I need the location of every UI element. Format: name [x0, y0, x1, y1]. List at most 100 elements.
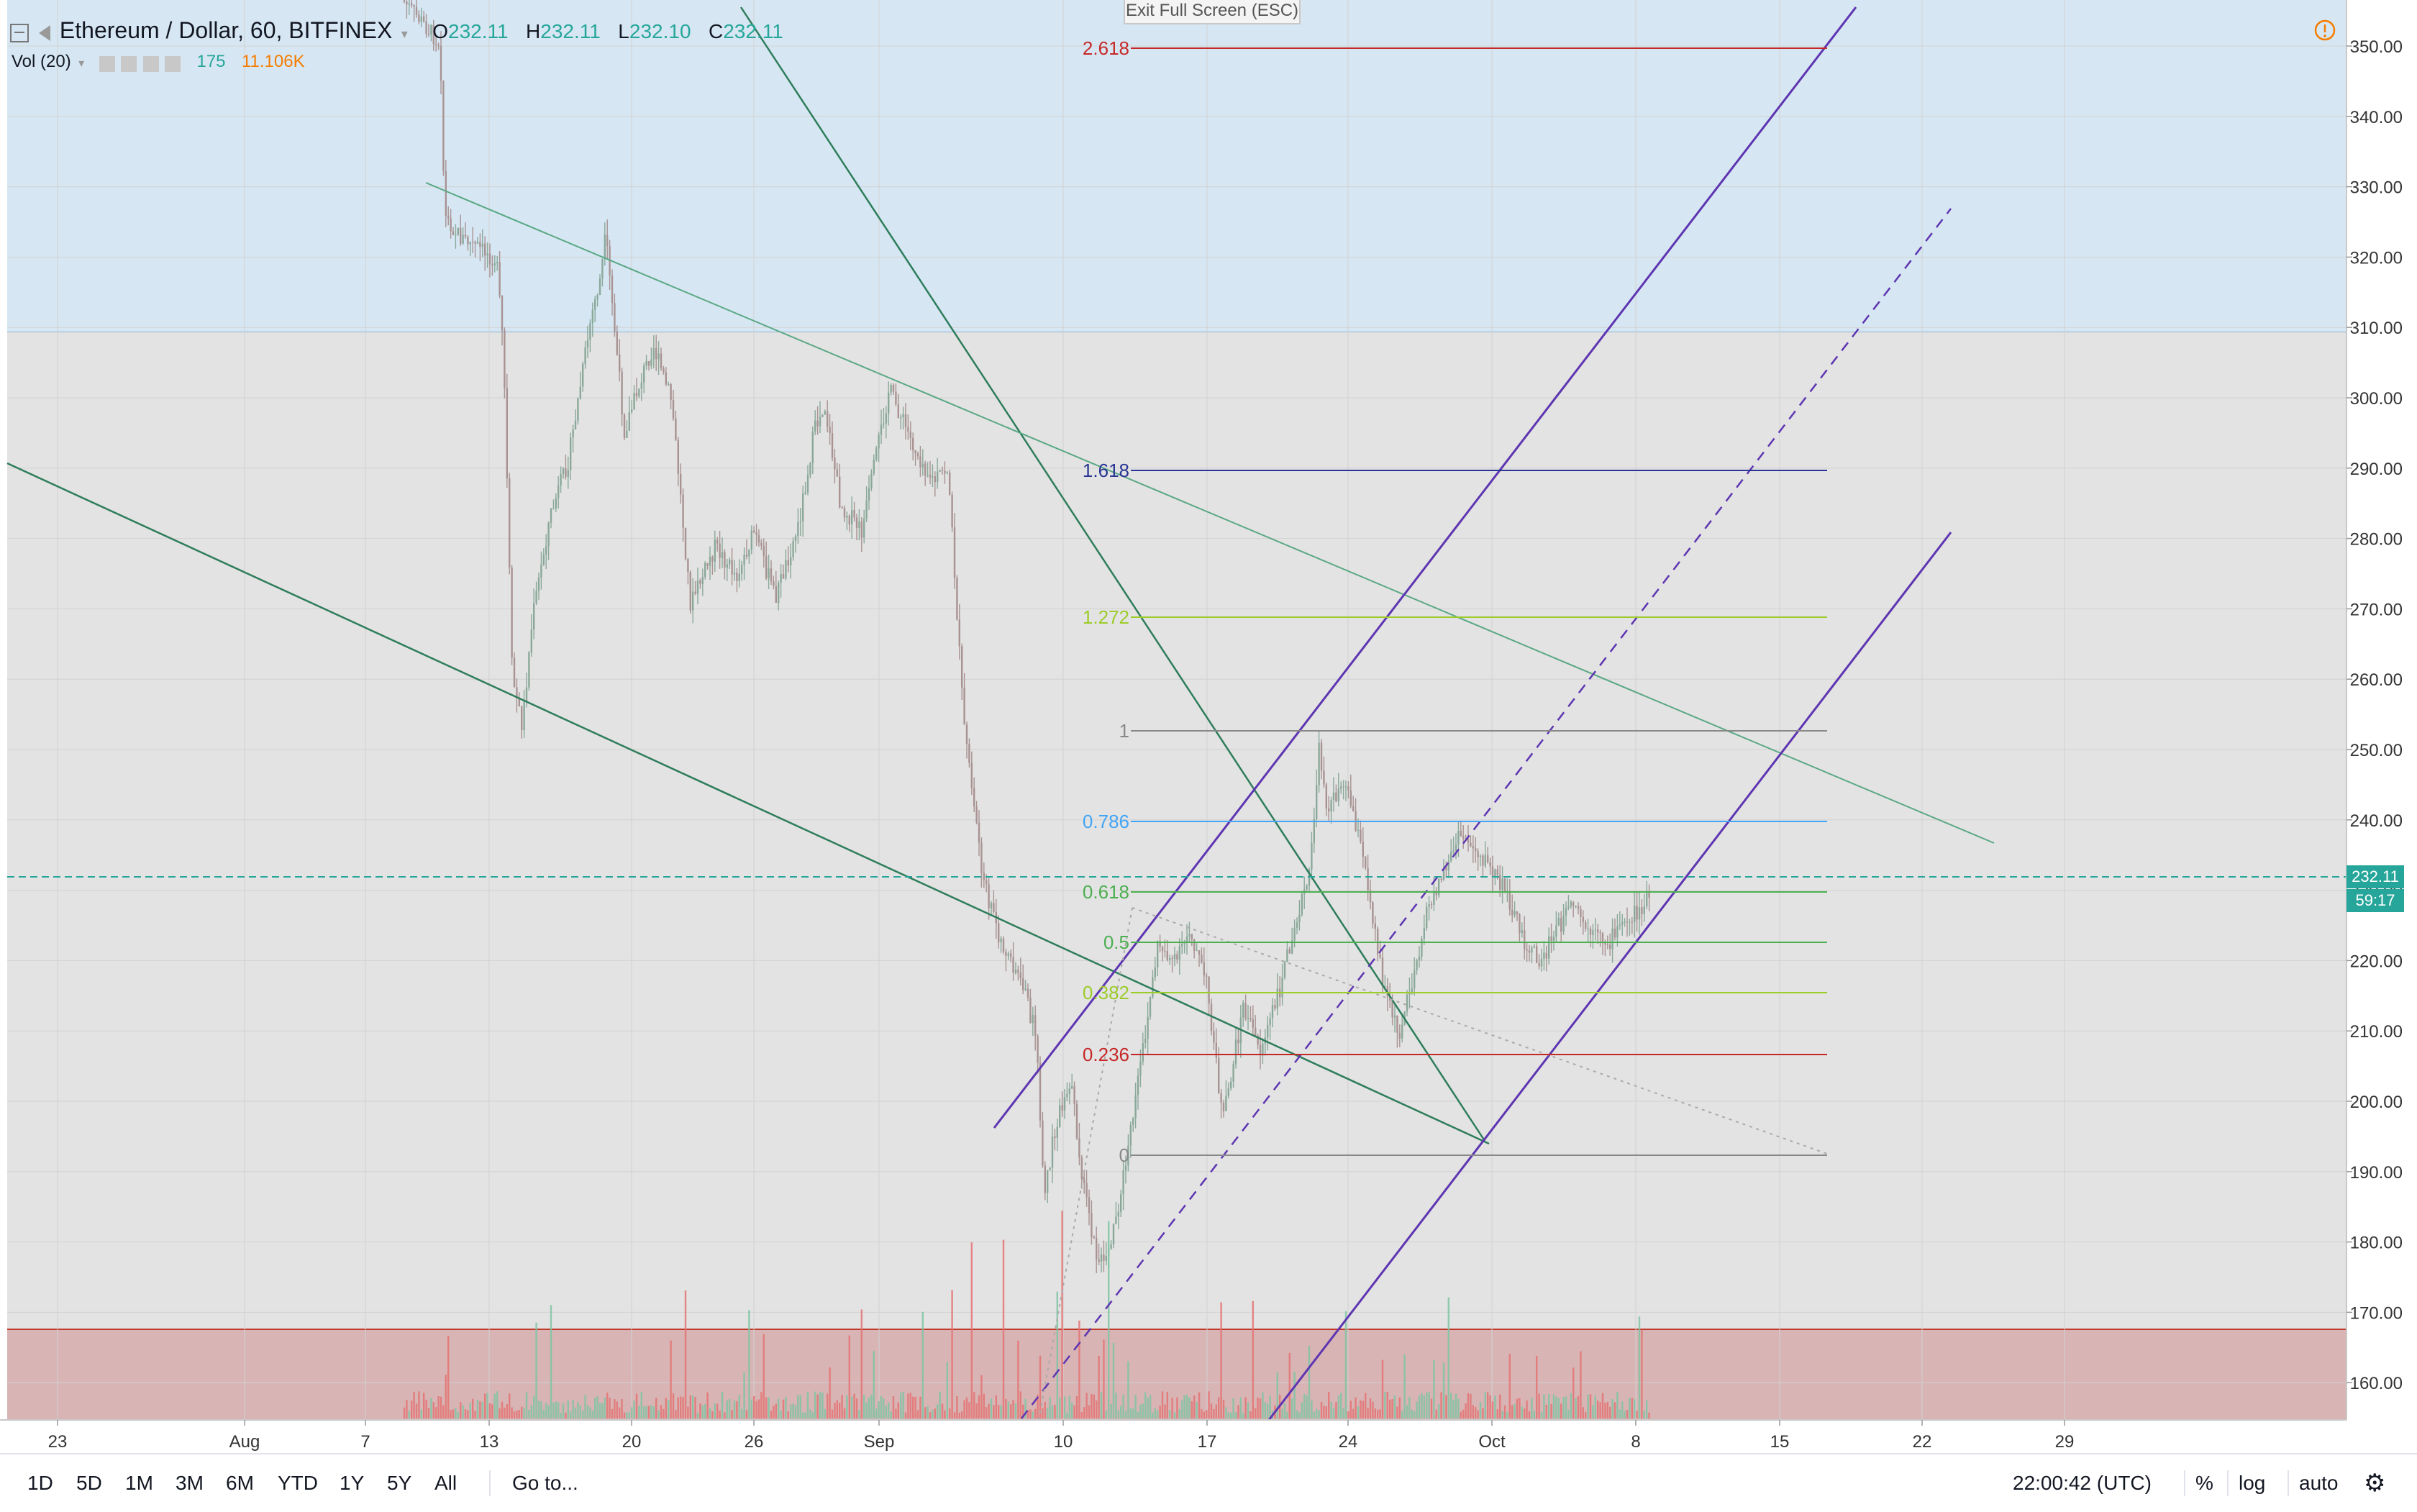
fib-level-label: 0.618: [1083, 881, 1129, 903]
ohlc-low-value: 232.10: [629, 20, 691, 42]
trend-lines: [6, 6, 1995, 1421]
volume-label[interactable]: Vol (20): [12, 52, 71, 71]
symbol-dropdown-icon[interactable]: ▾: [401, 27, 408, 41]
ohlc-high-value: 232.11: [540, 20, 601, 42]
price-tick-label: 260.00: [2350, 670, 2403, 690]
chart-settings-gear-icon[interactable]: ⚙: [2364, 1470, 2386, 1497]
fib-level-label: 1: [1119, 720, 1129, 742]
volume-legend: Vol (20) ▾ 175 11.106K: [12, 52, 305, 75]
time-tick-label: 10: [1054, 1432, 1073, 1452]
range-button-5d[interactable]: 5D: [76, 1472, 102, 1494]
fib-level-label: 1.618: [1083, 460, 1129, 481]
range-button-all[interactable]: All: [434, 1472, 458, 1494]
trendline-steep-descending: [739, 6, 1486, 1142]
time-tick-label: 20: [622, 1432, 642, 1452]
time-tick-label: 17: [1198, 1432, 1217, 1452]
time-tick-label: 26: [745, 1432, 764, 1452]
time-tick-label: 13: [480, 1432, 499, 1452]
toolbar-divider-2: [2184, 1470, 2185, 1496]
fib-level-label: 0.5: [1103, 932, 1129, 953]
time-tick-label: 23: [48, 1432, 68, 1452]
price-tick-label: 190.00: [2350, 1163, 2403, 1183]
price-tick-label: 280.00: [2350, 530, 2403, 550]
time-tick-label: 7: [360, 1432, 370, 1452]
percent-scale-toggle[interactable]: %: [2195, 1472, 2213, 1494]
range-button-ytd[interactable]: YTD: [278, 1472, 318, 1494]
grid-lines: [7, 0, 2347, 1420]
log-scale-toggle[interactable]: log: [2239, 1472, 2266, 1494]
ohlc-open-value: 232.11: [448, 20, 509, 42]
more-small-icon[interactable]: [142, 55, 159, 72]
fib-level-label: 0: [1119, 1144, 1129, 1166]
ohlc-low-label: L: [618, 20, 629, 42]
ohlc-high-label: H: [526, 20, 541, 42]
volume-ma-value: 11.106K: [241, 52, 305, 71]
price-tick-label: 330.00: [2350, 178, 2403, 198]
ohlc-close-label: C: [708, 20, 724, 42]
alert-icon[interactable]: [2314, 19, 2336, 41]
time-tick-label: 22: [1913, 1432, 1932, 1452]
zone-resistance: [7, 0, 2347, 332]
price-tick-label: 320.00: [2350, 248, 2403, 268]
price-tick-label: 350.00: [2350, 37, 2403, 57]
toolbar-divider: [489, 1470, 491, 1496]
range-button-3m[interactable]: 3M: [176, 1472, 204, 1494]
last-price-badge: 232.11: [2347, 865, 2404, 888]
fib-level-label: 1.272: [1083, 606, 1129, 628]
trendline-upper-descending: [425, 182, 1995, 844]
range-button-6m[interactable]: 6M: [226, 1472, 254, 1494]
ohlc-open-label: O: [432, 20, 449, 42]
fibonacci-retracement[interactable]: 2.618 1.618 1.272 1 0.786 0.618 0.5 0.382 0.236 0: [1083, 37, 1827, 1166]
exit-fullscreen-button[interactable]: Exit Full Screen (ESC): [1124, 0, 1301, 24]
price-tick-label: 250.00: [2350, 741, 2403, 760]
fib-anchor-dotted-2: [1132, 907, 1828, 1155]
time-axis[interactable]: 23 Aug 7 13 20 26 Sep 10 17 24 Oct 8 15 22 29: [48, 1420, 2075, 1452]
price-axis[interactable]: 350.00 340.00 330.00 320.00 310.00 300.00 290.…: [2347, 37, 2403, 1393]
auto-scale-toggle[interactable]: auto: [2299, 1472, 2339, 1494]
time-tick-label: 15: [1770, 1432, 1790, 1452]
range-button-5y[interactable]: 5Y: [387, 1472, 412, 1494]
time-tick-label: 8: [1631, 1432, 1640, 1452]
ohlc-close-value: 232.11: [723, 20, 783, 42]
price-tick-label: 220.00: [2350, 952, 2403, 971]
price-tick-label: 290.00: [2350, 460, 2403, 479]
trendline-long-descending: [6, 462, 1490, 1145]
price-axis-bg: [2347, 0, 2417, 1453]
fib-level-label: 0.786: [1083, 811, 1129, 832]
time-tick-label: Oct: [1478, 1432, 1506, 1452]
settings-small-icon[interactable]: [121, 55, 137, 72]
price-tick-label: 300.00: [2350, 389, 2403, 409]
channel-mid: [1021, 208, 1952, 1419]
goto-date-button[interactable]: Go to...: [512, 1472, 578, 1494]
price-tick-label: 210.00: [2350, 1022, 2403, 1042]
close-small-icon[interactable]: [165, 55, 181, 72]
time-axis-bg: [0, 1420, 2347, 1453]
price-tick-label: 170.00: [2350, 1303, 2403, 1323]
toolbar-divider-3: [2227, 1470, 2229, 1496]
time-tick-label: Sep: [864, 1432, 895, 1452]
fib-level-label: 2.618: [1083, 37, 1129, 59]
range-button-1d[interactable]: 1D: [27, 1472, 53, 1494]
price-tick-label: 180.00: [2350, 1234, 2403, 1253]
fib-level-label: 0.382: [1083, 982, 1129, 1003]
price-tick-label: 240.00: [2350, 811, 2403, 831]
time-tick-label: Aug: [229, 1432, 260, 1452]
symbol-flag-icon: [39, 24, 51, 41]
channel-upper: [993, 6, 1857, 1129]
time-tick-label: 24: [1339, 1432, 1358, 1452]
collapse-legend-icon[interactable]: [10, 23, 29, 42]
range-button-1m[interactable]: 1M: [125, 1472, 153, 1494]
fib-level-label: 0.236: [1083, 1044, 1129, 1065]
range-button-1y[interactable]: 1Y: [340, 1472, 365, 1494]
eye-icon[interactable]: [99, 55, 115, 72]
symbol-title[interactable]: Ethereum / Dollar, 60, BITFINEX: [59, 17, 393, 43]
chart-legend: Ethereum / Dollar, 60, BITFINEX ▾ O232.1…: [10, 17, 783, 46]
volume-dropdown-icon[interactable]: ▾: [78, 58, 85, 70]
clock-time[interactable]: 22:00:42 (UTC): [2013, 1472, 2152, 1494]
bottom-toolbar: 1D 5D 1M 3M 6M YTD 1Y 5Y All Go to... 22…: [0, 1453, 2417, 1512]
price-tick-label: 340.00: [2350, 108, 2403, 127]
fib-anchor-dotted-1: [1038, 907, 1133, 1421]
bar-countdown-badge: 59:17: [2347, 889, 2404, 912]
price-tick-label: 160.00: [2350, 1374, 2403, 1393]
